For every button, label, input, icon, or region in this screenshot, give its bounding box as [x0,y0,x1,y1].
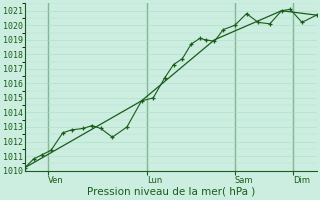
X-axis label: Pression niveau de la mer( hPa ): Pression niveau de la mer( hPa ) [87,187,255,197]
